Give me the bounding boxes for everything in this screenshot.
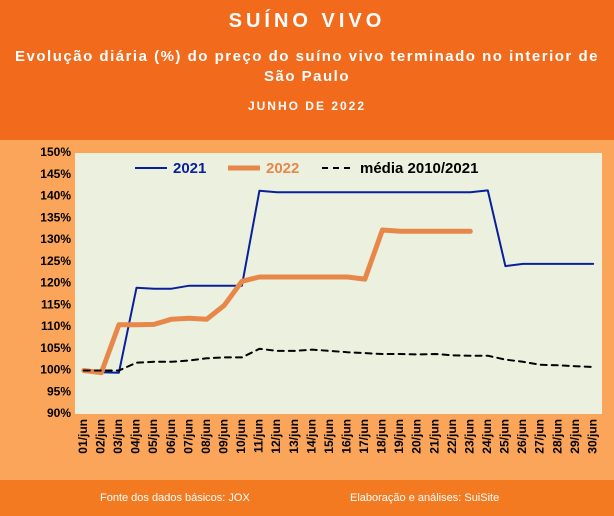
footer: Fonte dos dados básicos: JOX Elaboração …	[0, 480, 614, 516]
x-tick-label: 30/jun	[585, 419, 599, 454]
x-tick-label: 27/jun	[533, 419, 547, 454]
y-tick-label: 105%	[40, 341, 71, 355]
y-tick-label: 95%	[47, 384, 71, 398]
x-tick-label: 08/jun	[199, 419, 213, 454]
chart: 90% 95% 100% 105% 110% 115% 120% 125% 130% 135% 14…	[0, 140, 614, 480]
x-tick-label: 06/jun	[164, 419, 178, 454]
x-tick-label: 26/jun	[515, 419, 529, 454]
y-tick-label: 120%	[40, 276, 71, 290]
y-tick-label: 150%	[40, 145, 71, 159]
legend-label: 2022	[266, 160, 299, 177]
x-tick-label: 21/jun	[427, 419, 441, 454]
x-tick-label: 10/jun	[234, 419, 248, 454]
series-line	[81, 227, 473, 376]
series-line	[82, 347, 595, 372]
x-tick-label: 18/jun	[375, 419, 389, 454]
x-tick-label: 20/jun	[410, 419, 424, 454]
x-tick-label: 14/jun	[304, 419, 318, 454]
header: SUÍNO VIVO Evolução diária (%) do preço …	[0, 0, 614, 140]
x-tick-label: 03/jun	[111, 419, 125, 454]
x-tick-label: 16/jun	[339, 419, 353, 454]
series-line	[82, 189, 595, 374]
y-tick-label: 110%	[41, 319, 71, 333]
x-tick-label: 24/jun	[480, 419, 494, 454]
chart-subtitle: Evolução diária (%) do preço do suíno vi…	[15, 48, 599, 85]
x-tick-label: 25/jun	[498, 419, 512, 454]
y-tick-label: 100%	[40, 363, 71, 377]
x-tick-label: 12/jun	[269, 419, 283, 454]
x-tick-label: 17/jun	[357, 419, 371, 454]
x-tick-label: 07/jun	[181, 419, 195, 454]
plot-area	[75, 153, 602, 414]
y-tick-label: 140%	[40, 189, 71, 203]
chart-period: JUNHO DE 2022	[247, 99, 367, 113]
x-tick-label: 02/jun	[94, 419, 108, 454]
y-tick-label: 145%	[40, 167, 71, 181]
y-tick-label: 135%	[40, 210, 71, 224]
x-tick-label: 23/jun	[462, 419, 476, 454]
y-tick-label: 125%	[40, 254, 71, 268]
chart-title: SUÍNO VIVO	[228, 10, 386, 32]
x-tick-label: 19/jun	[392, 419, 406, 454]
credits: Elaboração e análises: SuiSite	[350, 492, 500, 504]
x-tick-label: 09/jun	[216, 419, 230, 454]
source: Fonte dos dados básicos: JOX	[100, 492, 250, 504]
x-tick-label: 29/jun	[568, 419, 582, 454]
x-tick-label: 22/jun	[445, 419, 459, 454]
x-tick-label: 15/jun	[322, 419, 336, 454]
x-tick-label: 01/jun	[76, 419, 90, 454]
legend-label: média 2010/2021	[360, 160, 478, 177]
x-tick-label: 13/jun	[287, 419, 301, 454]
x-tick-label: 28/jun	[550, 419, 564, 454]
legend-label: 2021	[173, 160, 206, 177]
y-tick-label: 115%	[41, 297, 71, 311]
x-tick-label: 05/jun	[146, 419, 160, 454]
x-tick-label: 11/jun	[252, 419, 266, 453]
y-tick-label: 90%	[47, 406, 71, 420]
y-tick-label: 130%	[40, 232, 71, 246]
x-tick-label: 04/jun	[129, 419, 143, 454]
